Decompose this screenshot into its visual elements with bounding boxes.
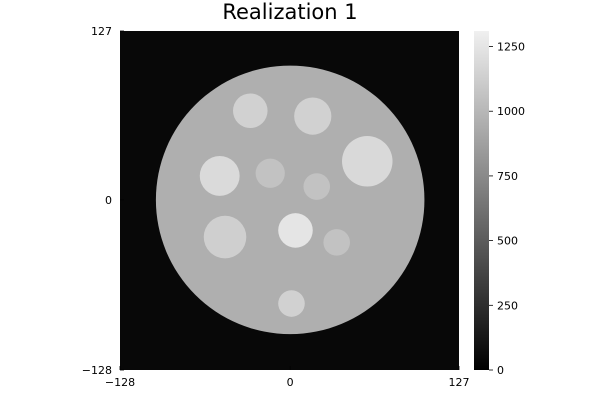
colorbar-tick-label-3: 750 (497, 170, 518, 183)
colorbar-tick-label-1: 250 (497, 299, 518, 312)
inclusion-9 (323, 229, 350, 256)
inclusion-6 (342, 136, 393, 187)
inclusion-3 (199, 155, 240, 196)
x-tick-label-2: 127 (449, 376, 470, 389)
phantom-disk (155, 65, 425, 335)
axes: −128 0 127 127 0 −128 (82, 25, 470, 389)
y-tick-label-2: −128 (82, 364, 112, 377)
plot-area (120, 31, 459, 370)
inclusion-5 (303, 173, 331, 200)
inclusion-7 (203, 215, 247, 259)
x-tick-label-1: 0 (287, 376, 294, 389)
inclusion-2 (294, 97, 332, 135)
colorbar-tick-label-0: 0 (497, 364, 504, 377)
x-tick-label-0: −128 (105, 376, 135, 389)
colorbar-gradient (474, 31, 489, 370)
chart-title: Realization 1 (222, 0, 357, 24)
y-tick-label-1: 0 (105, 194, 112, 207)
colorbar: 0 250 500 750 1000 1250 (474, 31, 525, 377)
colorbar-tick-label-4: 1000 (497, 105, 525, 118)
inclusion-1 (233, 93, 268, 129)
inclusion-4 (255, 158, 285, 188)
y-tick-label-0: 127 (91, 25, 112, 38)
colorbar-tick-label-2: 500 (497, 235, 518, 248)
inclusion-8 (278, 213, 313, 248)
colorbar-tick-label-5: 1250 (497, 41, 525, 54)
inclusion-10 (278, 290, 305, 317)
